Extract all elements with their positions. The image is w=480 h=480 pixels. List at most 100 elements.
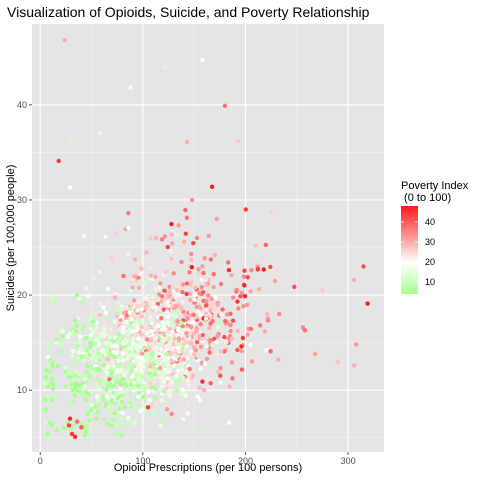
data-point-1348 <box>204 282 209 287</box>
data-point-1287 <box>137 377 142 382</box>
data-point-1171 <box>116 362 121 367</box>
data-point-374 <box>136 403 141 409</box>
data-point-1166 <box>136 365 141 371</box>
data-point-655 <box>114 423 120 428</box>
data-point-697 <box>130 285 135 290</box>
data-point-1373 <box>253 243 258 248</box>
y-tick-label-3: 40 <box>17 100 27 110</box>
data-point-675 <box>83 397 89 402</box>
data-point-1360 <box>365 301 370 306</box>
data-point-1094 <box>125 356 131 361</box>
data-point-745 <box>198 366 203 372</box>
data-point-1001 <box>117 406 122 412</box>
data-point-339 <box>46 364 51 369</box>
data-point-964 <box>144 296 149 301</box>
data-point-313 <box>83 389 89 395</box>
y-axis-ticks: 10 20 30 40 <box>17 100 32 395</box>
data-point-1355 <box>128 85 133 90</box>
data-point-76 <box>47 369 52 374</box>
data-point-1316 <box>149 336 154 342</box>
data-point-1389 <box>169 411 174 417</box>
data-point-1014 <box>136 285 142 290</box>
data-point-927 <box>185 401 190 406</box>
data-point-929 <box>179 320 184 325</box>
data-point-978 <box>139 325 144 330</box>
data-point-893 <box>130 336 136 341</box>
data-point-1064 <box>210 342 215 347</box>
data-point-1344 <box>97 367 103 372</box>
data-point-1392 <box>214 216 219 222</box>
data-point-1157 <box>109 397 114 403</box>
data-point-134 <box>249 268 254 273</box>
data-point-1002 <box>166 303 171 308</box>
data-point-1118 <box>81 233 87 238</box>
data-point-925 <box>98 387 103 392</box>
x-axis-ticks: 0 100 200 300 <box>38 452 356 466</box>
data-point-111 <box>208 257 214 262</box>
data-point-960 <box>192 293 197 298</box>
data-point-53 <box>164 296 169 301</box>
data-point-1140 <box>114 343 119 349</box>
data-point-275 <box>136 275 141 280</box>
data-point-1122 <box>109 370 115 375</box>
data-point-1374 <box>248 289 253 294</box>
data-point-1253 <box>179 367 184 372</box>
data-point-1386 <box>54 340 59 345</box>
data-point-1101 <box>165 407 170 412</box>
data-point-977 <box>211 284 216 290</box>
data-point-1219 <box>194 329 199 334</box>
y-axis-title: Suicides (per 100,000 people) <box>5 165 17 312</box>
data-point-1207 <box>222 349 227 354</box>
data-point-1289 <box>245 275 250 280</box>
data-point-401 <box>142 388 147 393</box>
data-point-508 <box>226 420 232 425</box>
data-point-242 <box>236 306 241 311</box>
data-point-1110 <box>184 291 189 297</box>
data-point-1190 <box>191 312 196 317</box>
data-point-1241 <box>98 333 104 338</box>
data-point-1311 <box>180 387 185 392</box>
data-point-479 <box>171 289 176 294</box>
data-point-895 <box>183 312 188 318</box>
data-point-707 <box>43 407 49 412</box>
data-point-1081 <box>156 328 161 333</box>
data-point-656 <box>168 248 173 253</box>
data-point-998 <box>204 298 209 304</box>
data-point-1242 <box>131 278 136 283</box>
data-point-347 <box>202 256 207 261</box>
data-point-1265 <box>134 361 140 367</box>
data-point-1280 <box>173 348 178 353</box>
data-point-683 <box>128 404 133 410</box>
y-tick-label-0: 10 <box>17 385 27 395</box>
data-point-1127 <box>164 344 170 349</box>
data-point-832 <box>248 326 254 332</box>
data-point-327 <box>120 424 125 429</box>
data-point-1382 <box>66 423 72 428</box>
data-point-902 <box>191 241 196 246</box>
x-tick-label-2: 200 <box>238 456 253 466</box>
data-point-1083 <box>204 344 209 349</box>
data-point-839 <box>215 324 220 330</box>
data-point-1106 <box>97 358 102 363</box>
data-point-849 <box>174 388 179 393</box>
data-point-18 <box>74 323 79 329</box>
data-point-1325 <box>96 378 101 383</box>
legend-tick-label-3: 40 <box>425 217 435 227</box>
data-point-1336 <box>93 357 98 363</box>
data-point-840 <box>216 369 221 375</box>
data-point-1244 <box>139 340 144 346</box>
data-point-739 <box>61 425 67 431</box>
data-point-634 <box>135 383 141 388</box>
data-point-900 <box>128 353 134 358</box>
data-point-769 <box>113 401 119 406</box>
data-point-1034 <box>229 336 235 341</box>
data-point-1277 <box>132 420 137 426</box>
data-point-463 <box>217 320 222 325</box>
data-point-973 <box>108 335 113 340</box>
data-point-744 <box>179 371 184 376</box>
data-point-1158 <box>197 333 202 339</box>
data-point-1058 <box>144 250 149 255</box>
data-point-1274 <box>196 309 201 314</box>
data-point-1223 <box>118 355 124 360</box>
data-point-1356 <box>236 138 241 144</box>
